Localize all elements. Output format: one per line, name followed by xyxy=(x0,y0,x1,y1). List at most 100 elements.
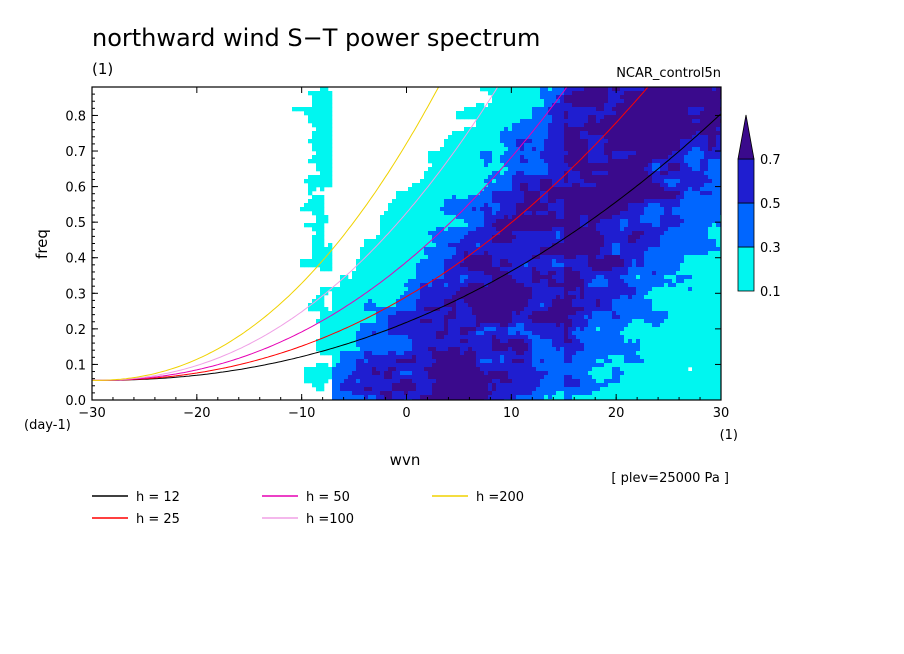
heatmap-cell xyxy=(408,227,413,232)
heatmap-cell xyxy=(496,95,501,100)
heatmap-cell xyxy=(576,163,581,168)
heatmap-cell xyxy=(508,303,513,308)
heatmap-cell xyxy=(468,167,473,172)
heatmap-cell xyxy=(612,303,617,308)
heatmap-cell xyxy=(472,279,477,284)
heatmap-cell xyxy=(552,179,557,184)
heatmap-cell xyxy=(644,315,649,320)
heatmap-cell xyxy=(468,191,473,196)
heatmap-cell xyxy=(552,87,557,92)
heatmap-cell xyxy=(460,167,465,172)
heatmap-cell xyxy=(456,231,461,236)
heatmap-cell xyxy=(660,303,665,308)
heatmap-cell xyxy=(528,295,533,300)
heatmap-cell xyxy=(588,279,593,284)
heatmap-cell xyxy=(404,315,409,320)
heatmap-cell xyxy=(696,251,701,256)
heatmap-cell xyxy=(712,211,717,216)
heatmap-cell xyxy=(512,143,517,148)
heatmap-cell xyxy=(424,175,429,180)
heatmap-cell xyxy=(548,223,553,228)
heatmap-cell xyxy=(592,291,597,296)
heatmap-cell xyxy=(616,243,621,248)
heatmap-cell xyxy=(700,111,705,116)
heatmap-cell xyxy=(648,175,653,180)
heatmap-cell xyxy=(632,175,637,180)
heatmap-cell xyxy=(508,151,513,156)
heatmap-cell xyxy=(584,275,589,280)
heatmap-cell xyxy=(572,307,577,312)
heatmap-cell xyxy=(672,287,677,292)
heatmap-cell xyxy=(300,263,305,268)
heatmap-cell xyxy=(604,263,609,268)
heatmap-cell xyxy=(544,307,549,312)
heatmap-cell xyxy=(684,91,689,96)
heatmap-cell xyxy=(476,259,481,264)
heatmap-cell xyxy=(416,203,421,208)
heatmap-cell xyxy=(700,303,705,308)
heatmap-cell xyxy=(616,135,621,140)
heatmap-cell xyxy=(460,195,465,200)
heatmap-cell xyxy=(524,107,529,112)
heatmap-cell xyxy=(524,207,529,212)
heatmap-cell xyxy=(492,303,497,308)
heatmap-cell xyxy=(544,251,549,256)
heatmap-cell xyxy=(716,243,721,248)
heatmap-cell xyxy=(572,111,577,116)
heatmap-cell xyxy=(676,183,681,188)
heatmap-cell xyxy=(716,179,721,184)
heatmap-cell xyxy=(508,227,513,232)
heatmap-cell xyxy=(664,251,669,256)
heatmap-cell xyxy=(332,311,337,316)
heatmap-cell xyxy=(620,183,625,188)
heatmap-cell xyxy=(688,119,693,124)
heatmap-cell xyxy=(408,199,413,204)
heatmap-cell xyxy=(552,235,557,240)
heatmap-cell xyxy=(500,203,505,208)
heatmap-cell xyxy=(672,307,677,312)
heatmap-cell xyxy=(540,263,545,268)
heatmap-cell xyxy=(480,195,485,200)
heatmap-cell xyxy=(592,147,597,152)
heatmap-cell xyxy=(536,111,541,116)
heatmap-cell xyxy=(320,299,325,304)
heatmap-cell xyxy=(704,139,709,144)
heatmap-cell xyxy=(488,207,493,212)
heatmap-cell xyxy=(564,127,569,132)
heatmap-cell xyxy=(532,131,537,136)
heatmap-cell xyxy=(412,287,417,292)
heatmap-cell xyxy=(324,259,329,264)
heatmap-cell xyxy=(660,195,665,200)
heatmap-cell xyxy=(660,87,665,92)
heatmap-cell xyxy=(668,143,673,148)
heatmap-cell xyxy=(700,91,705,96)
heatmap-cell xyxy=(448,299,453,304)
heatmap-cell xyxy=(588,99,593,104)
heatmap-cell xyxy=(652,183,657,188)
heatmap-cell xyxy=(488,215,493,220)
heatmap-cell xyxy=(708,295,713,300)
heatmap-cell xyxy=(540,95,545,100)
heatmap-cell xyxy=(648,191,653,196)
heatmap-cell xyxy=(660,295,665,300)
heatmap-cell xyxy=(532,191,537,196)
heatmap-cell xyxy=(376,307,381,312)
heatmap-cell xyxy=(416,243,421,248)
heatmap-cell xyxy=(600,255,605,260)
heatmap-cell xyxy=(624,239,629,244)
heatmap-cell xyxy=(392,203,397,208)
heatmap-cell xyxy=(532,183,537,188)
heatmap-cell xyxy=(364,307,369,312)
heatmap-cell xyxy=(392,227,397,232)
heatmap-cell xyxy=(388,295,393,300)
heatmap-cell xyxy=(520,99,525,104)
heatmap-cell xyxy=(432,179,437,184)
heatmap-cell xyxy=(388,235,393,240)
heatmap-cell xyxy=(536,299,541,304)
heatmap-cell xyxy=(388,319,393,324)
heatmap-cell xyxy=(440,211,445,216)
heatmap-cell xyxy=(404,247,409,252)
heatmap-cell xyxy=(328,175,333,180)
heatmap-cell xyxy=(640,159,645,164)
heatmap-cell xyxy=(704,219,709,224)
